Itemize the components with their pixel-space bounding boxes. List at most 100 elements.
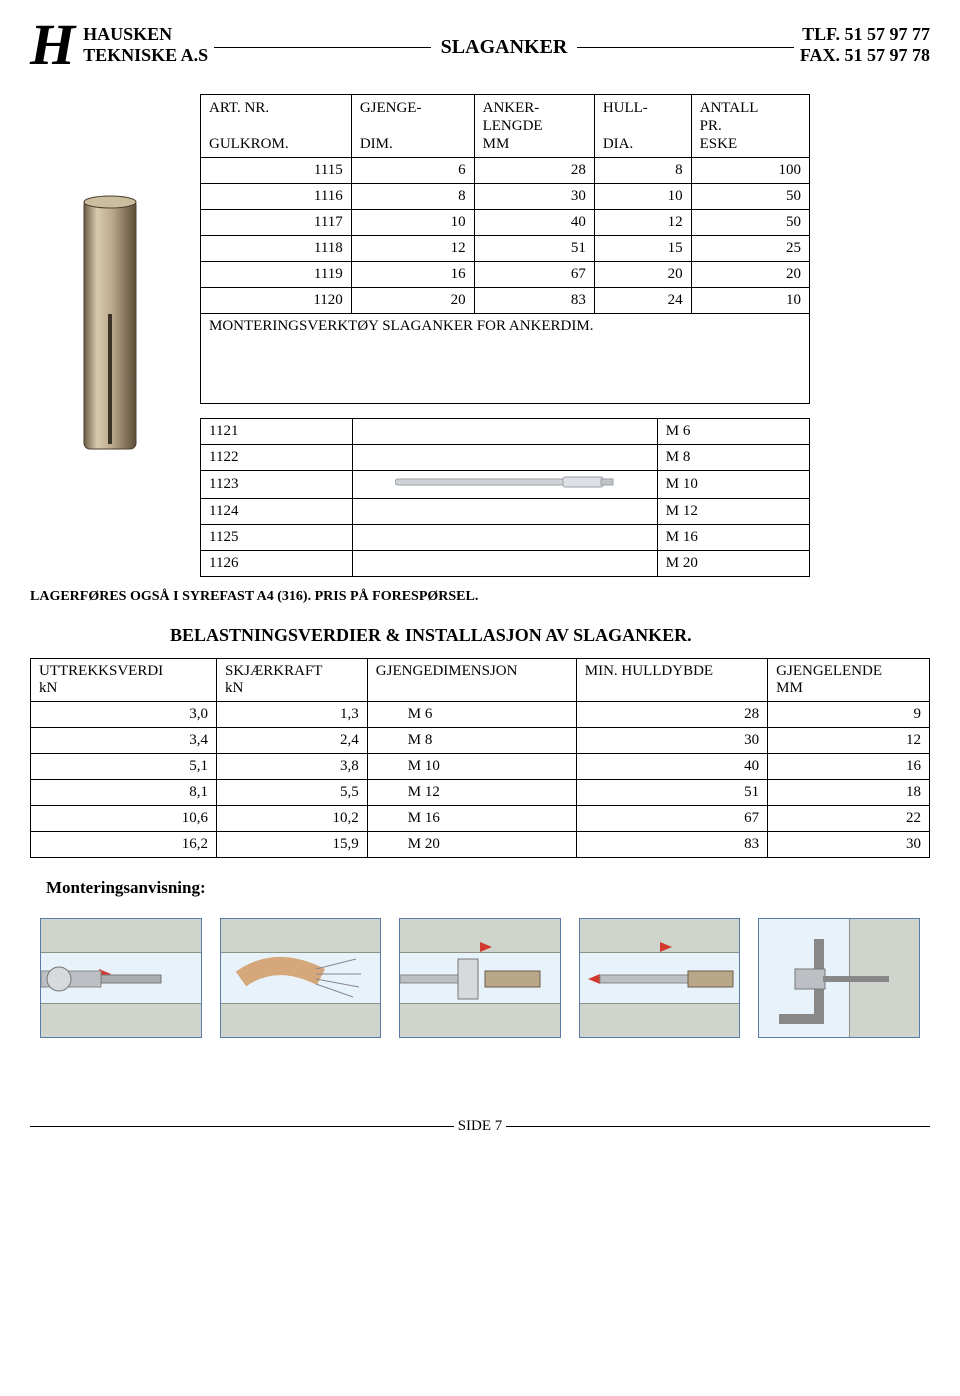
t3-h1: SKJÆRKRAFTkN [216,659,367,702]
table-cell: 83 [474,288,594,314]
footer-rule-left [30,1126,454,1127]
table-cell: 30 [474,184,594,210]
tool-art: 1125 [201,525,353,551]
table-cell: 100 [691,158,809,184]
table-row: 5,13,8M 104016 [31,754,930,780]
tool-art: 1123 [201,471,353,499]
table-row: 1121 M 6 [201,419,810,445]
footer-rule-right [506,1126,930,1127]
table-cell: 1120 [201,288,352,314]
tool-art: 1126 [201,551,353,577]
table-cell: 1115 [201,158,352,184]
contact-fax: FAX. 51 57 97 78 [800,45,930,66]
table-cell: 10 [351,210,474,236]
tool-dim: M 8 [657,445,809,471]
tool-table: 1121M 61122M 81123M 101124M 121125M 1611… [200,418,810,577]
table-cell: 15,9 [216,832,367,858]
table-cell: 12 [594,210,691,236]
anchor-spec-table: ART. NR.GULKROM. GJENGE-DIM. ANKER-LENGD… [200,94,810,404]
page-title: SLAGANKER [437,36,572,59]
table-row: 1123 M 10 [201,471,810,499]
step-drill [40,918,202,1038]
table-cell: 28 [576,702,767,728]
table-cell: 3,8 [216,754,367,780]
table-cell: M 8 [367,728,576,754]
company-line-1: HAUSKEN [83,24,208,45]
table-cell: 12 [768,728,930,754]
contact-block: TLF. 51 57 97 77 FAX. 51 57 97 78 [800,20,930,66]
table-row: 3,01,3M 6289 [31,702,930,728]
company-block: HAUSKEN TEKNISKE A.S [83,20,208,66]
table-row: 1125 M 16 [201,525,810,551]
t1-h0: ART. NR.GULKROM. [201,95,352,158]
t1-h1: GJENGE-DIM. [351,95,474,158]
t1-h2: ANKER-LENGDEMM [474,95,594,158]
center-title: SLAGANKER [208,20,800,59]
anchor-icon [74,194,146,454]
table-cell: 67 [576,806,767,832]
tool-icon [395,475,615,489]
table-row: 1126 M 20 [201,551,810,577]
t1-h4: ANTALLPR.ESKE [691,95,809,158]
table-cell: 18 [768,780,930,806]
table-cell: 5,5 [216,780,367,806]
mounting-steps [40,918,920,1038]
company-line-2: TEKNISKE A.S [83,45,208,66]
table-cell: 6 [351,158,474,184]
tool-art: 1121 [201,419,353,445]
tool-dim: M 12 [657,499,809,525]
table-cell: 3,4 [31,728,217,754]
table-row: 1124M 12 [201,499,810,525]
table-cell: 20 [351,288,474,314]
title-rule-left [214,47,430,48]
table-cell: 51 [474,236,594,262]
table-cell: 9 [768,702,930,728]
table-cell: 1,3 [216,702,367,728]
table-cell: 1116 [201,184,352,210]
table-cell: 40 [474,210,594,236]
table-row: 16,215,9M 208330 [31,832,930,858]
mounting-tool-row: MONTERINGSVERKTØY SLAGANKER FOR ANKERDIM… [201,314,810,404]
anchor-image-cell [30,94,190,454]
tool-art: 1122 [201,445,353,471]
table-cell: 16 [351,262,474,288]
tool-image-cell [353,499,658,525]
table-cell: 3,0 [31,702,217,728]
logo-letter: H [30,20,75,69]
contact-phone: TLF. 51 57 97 77 [800,24,930,45]
tool-dim: M 20 [657,551,809,577]
table-cell: M 10 [367,754,576,780]
step-set [579,918,741,1038]
table-cell: 24 [594,288,691,314]
table-row: 11156288100 [201,158,810,184]
table-cell: 1118 [201,236,352,262]
table-cell: 22 [768,806,930,832]
table-cell: 10,6 [31,806,217,832]
table-row: 111710401250 [201,210,810,236]
table-row: 8,15,5M 125118 [31,780,930,806]
table-row: 111916672020 [201,262,810,288]
table-cell: 83 [576,832,767,858]
tool-image-cell [353,471,658,499]
spec-tables: ART. NR.GULKROM. GJENGE-DIM. ANKER-LENGD… [190,94,930,577]
mounting-tool-label: MONTERINGSVERKTØY SLAGANKER FOR ANKERDIM… [201,314,810,404]
table-cell: 20 [691,262,809,288]
title-rule-right [577,47,793,48]
table-cell: 10,2 [216,806,367,832]
t3-h3: MIN. HULLDYBDE [576,659,767,702]
tool-dim: M 16 [657,525,809,551]
table-cell: 50 [691,184,809,210]
table-cell: 2,4 [216,728,367,754]
table-cell: 1117 [201,210,352,236]
t3-h0: UTTREKKSVERDIkN [31,659,217,702]
table-row: 11168301050 [201,184,810,210]
stock-note: LAGERFØRES OGSÅ I SYREFAST A4 (316). PRI… [30,589,930,605]
table-cell: M 12 [367,780,576,806]
tool-dim: M 6 [657,419,809,445]
t3-h2: GJENGEDIMENSJON [367,659,576,702]
table-row: 10,610,2M 166722 [31,806,930,832]
t3-h4: GJENGELENDEMM [768,659,930,702]
tool-dim: M 10 [657,471,809,499]
t1-h3: HULL-DIA. [594,95,691,158]
mounting-heading: Monteringsanvisning: [46,878,930,898]
